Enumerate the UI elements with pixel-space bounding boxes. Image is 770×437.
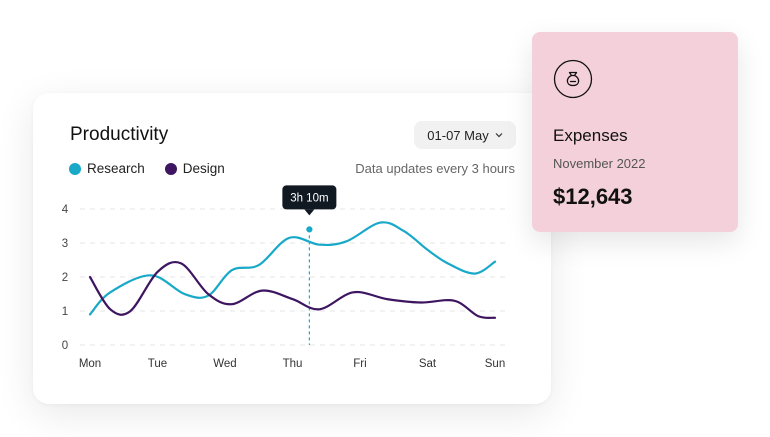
- x-tick-label: Tue: [148, 358, 167, 370]
- card-title: Productivity: [70, 124, 169, 145]
- legend-dot-design: [164, 162, 177, 175]
- tooltip-label: 3h 10m: [290, 192, 328, 204]
- legend-item-research[interactable]: Research: [69, 161, 145, 176]
- productivity-line-chart: 0 1 2 3 4 Mon Tue Wed Thu Fri Sat Sun 3h 10m: [62, 185, 508, 370]
- legend-label-research: Research: [87, 161, 145, 176]
- date-range-dropdown[interactable]: 01-07 May: [414, 121, 516, 149]
- expenses-amount: $12,643: [553, 184, 633, 209]
- expenses-title: Expenses: [553, 126, 628, 145]
- y-tick-label: 0: [62, 340, 68, 352]
- productivity-card: Productivity 01-07 May Research Design D…: [33, 93, 551, 404]
- update-note: Data updates every 3 hours: [355, 161, 515, 176]
- x-tick-label: Sun: [485, 358, 505, 370]
- legend-dot-research: [69, 162, 81, 175]
- x-tick-label: Sat: [419, 358, 437, 370]
- x-tick-label: Fri: [353, 358, 366, 370]
- x-tick-label: Thu: [283, 358, 303, 370]
- y-tick-label: 4: [62, 204, 69, 216]
- date-range-label: 01-07 May: [427, 127, 489, 143]
- series-line-design: [88, 260, 497, 319]
- y-tick-label: 2: [62, 272, 68, 284]
- money-bag-icon: [553, 59, 593, 99]
- tooltip-arrow: [304, 209, 315, 216]
- expenses-card[interactable]: Expenses November 2022 $12,643: [532, 32, 738, 232]
- legend-label-design: Design: [182, 161, 225, 176]
- tooltip: 3h 10m: [282, 185, 337, 216]
- legend-item-design[interactable]: Design: [164, 161, 225, 176]
- series-line-research: [88, 221, 497, 316]
- x-tick-label: Mon: [79, 358, 101, 370]
- y-tick-label: 1: [62, 306, 68, 318]
- tooltip-box: [282, 185, 337, 210]
- highlight-point: [305, 225, 314, 234]
- expenses-period: November 2022: [553, 156, 646, 171]
- y-tick-label: 3: [62, 238, 68, 250]
- chevron-down-icon: [495, 133, 503, 138]
- chart-legend: Research Design: [69, 161, 225, 176]
- x-tick-label: Wed: [213, 358, 236, 370]
